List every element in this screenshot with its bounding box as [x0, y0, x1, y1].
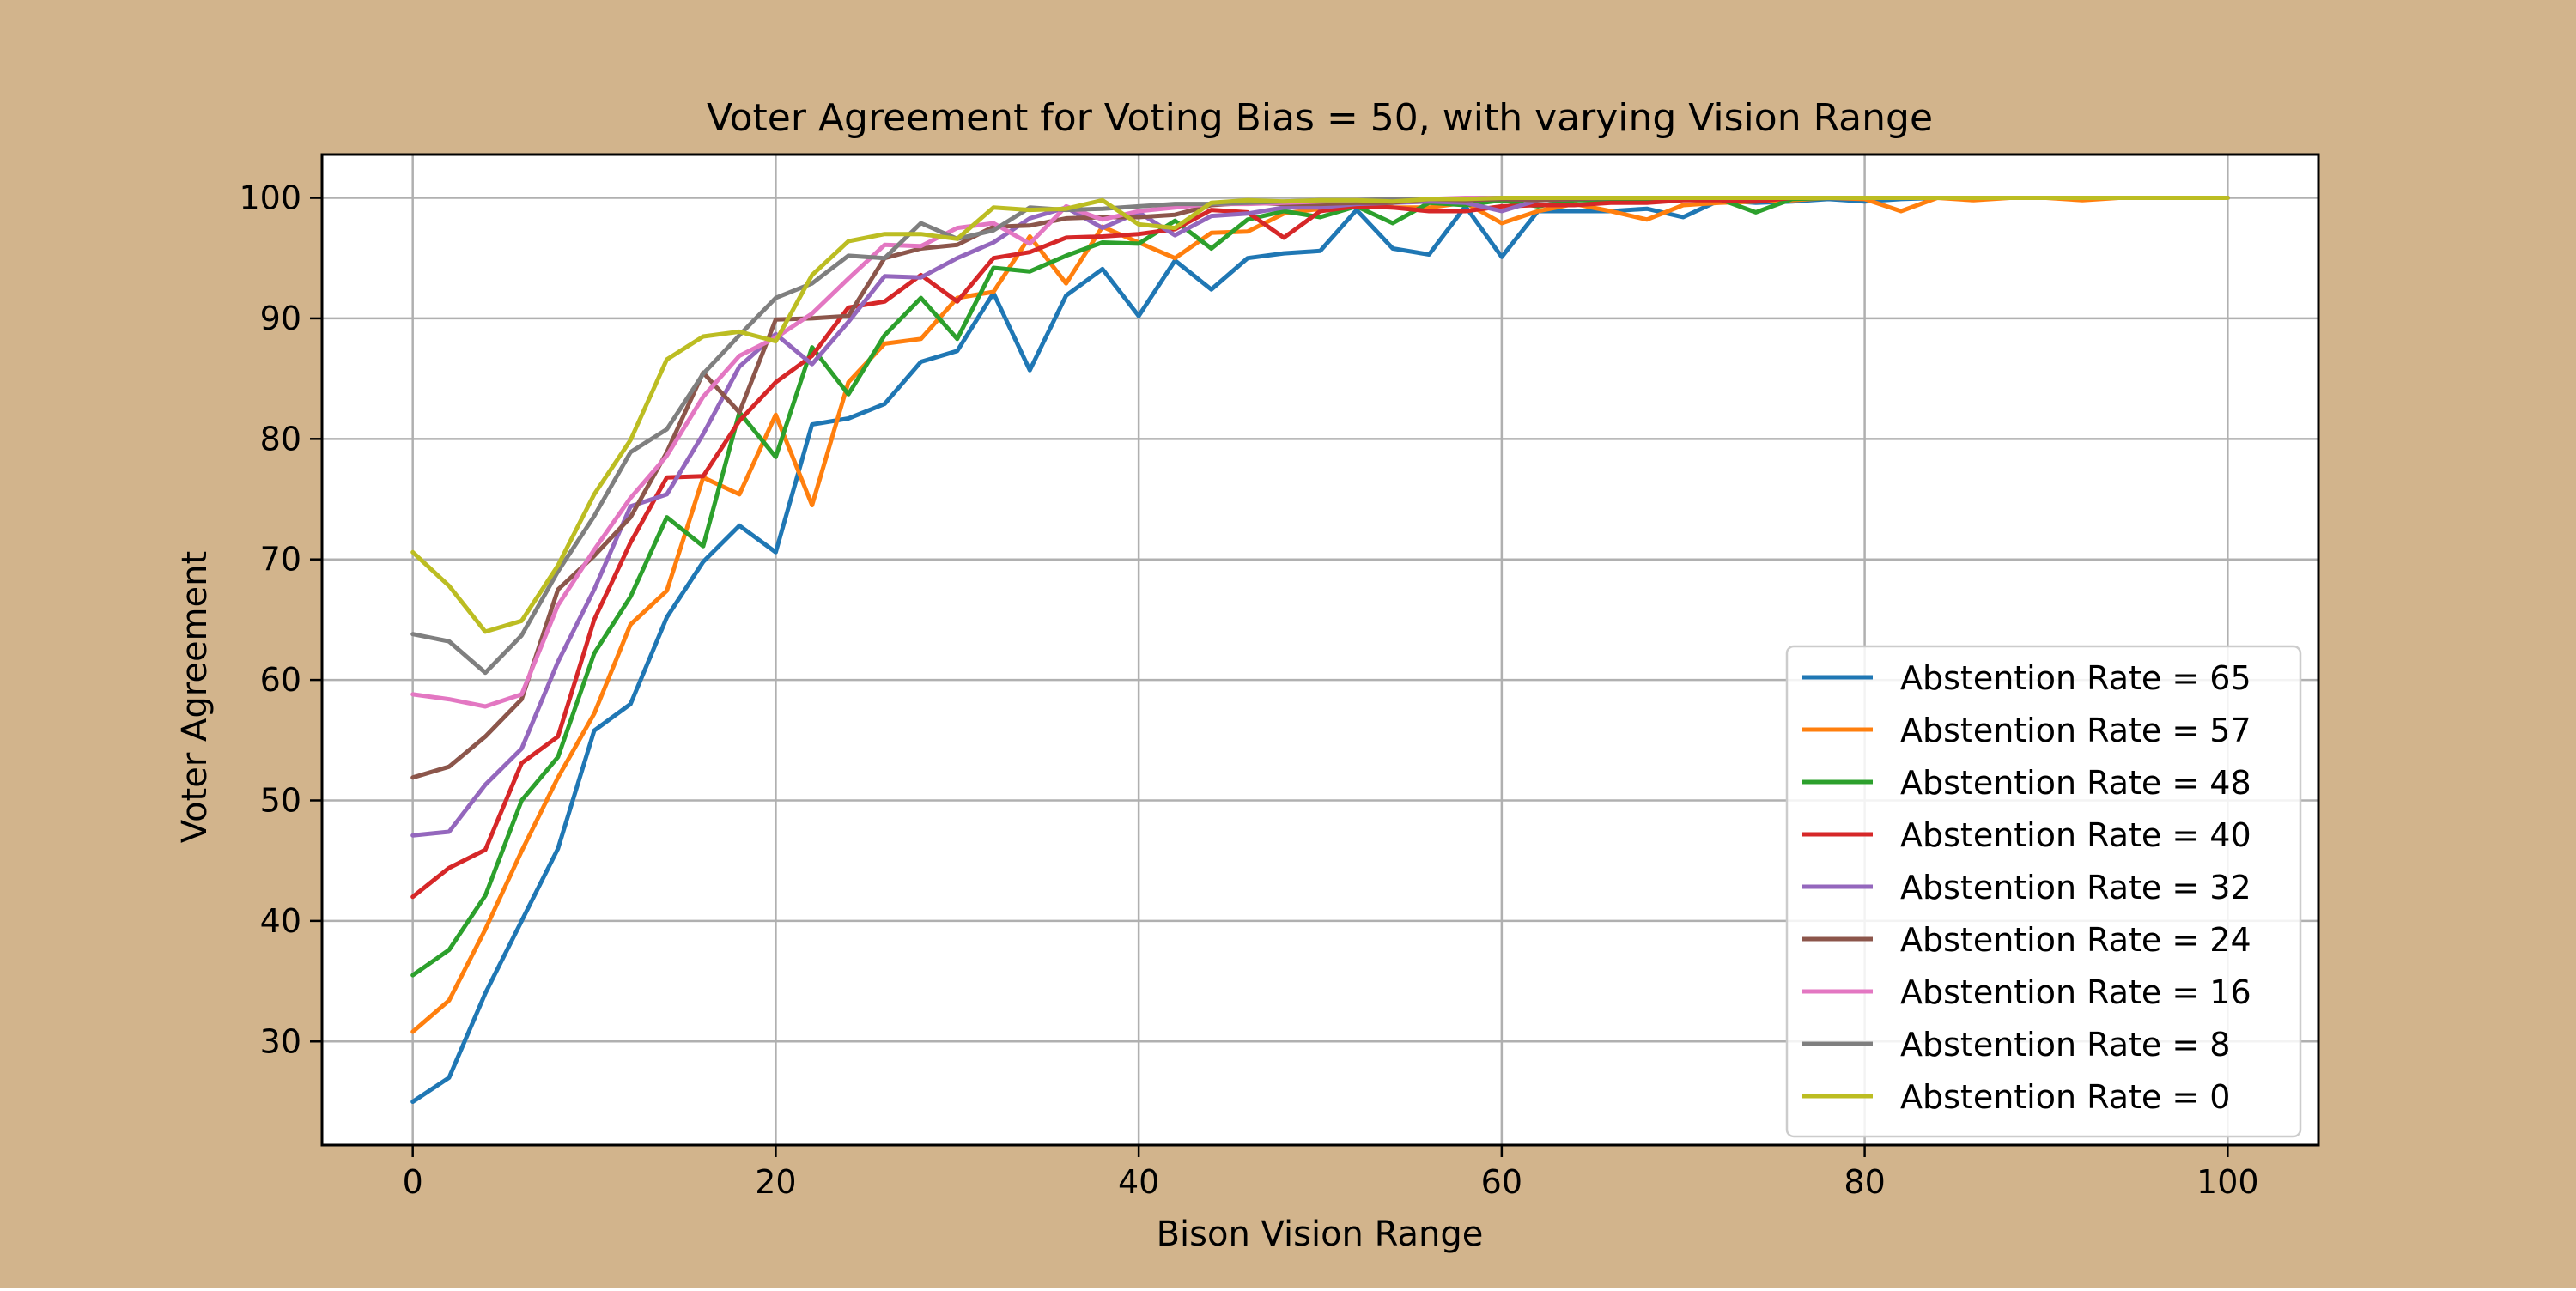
y-axis-ticks: 30 40 50 60 70 80 90 100 [239, 179, 322, 1060]
x-axis-label: Bison Vision Range [1157, 1215, 1484, 1254]
plot-frame [320, 153, 2320, 1147]
legend-label: Abstention Rate = 32 [1900, 869, 2251, 906]
y-tick-label: 90 [260, 300, 301, 337]
x-tick-label: 40 [1118, 1163, 1159, 1201]
x-axis-ticks: 0 20 40 60 80 100 [403, 1145, 2259, 1201]
y-tick-label: 80 [260, 420, 301, 458]
y-axis-label: Voter Agreement [175, 551, 215, 843]
legend-label: Abstention Rate = 8 [1900, 1026, 2230, 1064]
y-tick-label: 100 [239, 179, 301, 217]
chart-title: Voter Agreement for Voting Bias = 50, wi… [707, 96, 1933, 140]
y-tick-label: 40 [260, 902, 301, 940]
y-tick-label: 50 [260, 781, 301, 819]
y-tick-label: 30 [260, 1022, 301, 1060]
x-tick-label: 60 [1481, 1163, 1522, 1201]
legend: Abstention Rate = 65 Abstention Rate = 57… [1785, 645, 2302, 1138]
x-tick-label: 80 [1844, 1163, 1885, 1201]
x-tick-label: 0 [403, 1163, 423, 1201]
legend-label: Abstention Rate = 65 [1900, 659, 2251, 697]
legend-label: Abstention Rate = 16 [1900, 973, 2251, 1011]
series-line-8 [410, 196, 2230, 634]
x-tick-label: 20 [755, 1163, 796, 1201]
y-tick-label: 60 [260, 661, 301, 699]
legend-label: Abstention Rate = 57 [1900, 712, 2251, 749]
legend-label: Abstention Rate = 40 [1900, 816, 2251, 854]
x-tick-label: 100 [2196, 1163, 2259, 1201]
series-lines [410, 196, 2230, 1104]
legend-label: Abstention Rate = 0 [1900, 1078, 2230, 1116]
legend-label: Abstention Rate = 24 [1900, 921, 2251, 959]
legend-box [1785, 645, 2302, 1138]
legend-label: Abstention Rate = 48 [1900, 764, 2251, 802]
y-tick-label: 70 [260, 541, 301, 579]
